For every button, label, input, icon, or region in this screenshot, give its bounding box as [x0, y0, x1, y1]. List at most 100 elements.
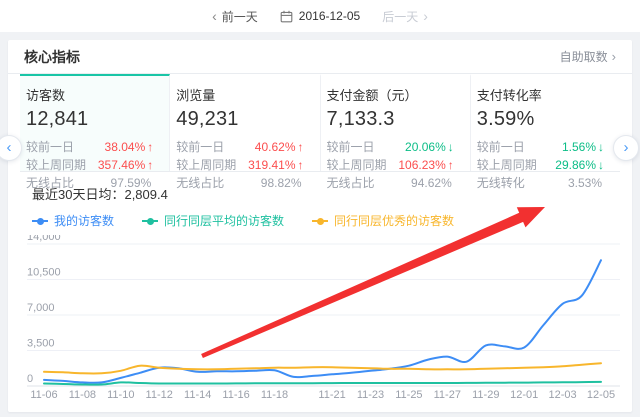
svg-text:0: 0 — [27, 373, 33, 385]
card-row: 较前一日 38.04% ↑ — [26, 138, 153, 156]
card-row-label: 较上周同期 — [176, 158, 237, 172]
card-row: 较前一日 20.06% ↓ — [327, 138, 454, 156]
svg-text:11-10: 11-10 — [107, 389, 134, 401]
metric-card-visitors[interactable]: 访客数 12,841 较前一日 38.04% ↑ 较上周同期 357.46% ↑ 无… — [20, 74, 171, 190]
svg-text:11-16: 11-16 — [222, 389, 249, 401]
carousel-next-button[interactable]: › — [613, 135, 639, 161]
card-title: 浏览量 — [176, 88, 216, 103]
card-row-label: 较前一日 — [176, 140, 225, 154]
card-row-value: 97.59% — [110, 176, 152, 190]
date-picker[interactable]: 2016-12-05 — [280, 9, 360, 23]
card-row: 无线占比 94.62% — [327, 174, 454, 192]
card-row: 无线转化 3.53% — [477, 174, 604, 192]
svg-text:3,500: 3,500 — [27, 338, 55, 350]
card-row-value: 1.56% — [561, 140, 596, 154]
card-row-label: 较前一日 — [326, 140, 375, 154]
metric-card-conversion-rate[interactable]: 支付转化率 3.59% 较前一日 1.56% ↓ 较上周同期 29.86% ↓ 无线… — [471, 74, 620, 190]
trend-chart: 0 3,500 7,000 10,500 14,000 11-06 11-08 11-10 11… — [8, 235, 632, 407]
card-value: 3.59% — [476, 108, 535, 130]
current-date: 2016-12-05 — [298, 9, 361, 23]
svg-text:11-21: 11-21 — [318, 389, 345, 401]
svg-text:11-08: 11-08 — [69, 389, 96, 401]
trend-arrow-icon: ↓ — [447, 140, 454, 154]
trend-arrow-icon: ↑ — [297, 140, 304, 154]
svg-text:11-23: 11-23 — [357, 389, 384, 401]
section-title: 核心指标 — [24, 48, 80, 65]
self-service-data-label: 自助取数 — [559, 50, 608, 64]
card-value: 12,841 — [26, 108, 89, 130]
legend-marker-icon — [32, 217, 48, 225]
trend-arrow-icon: ↑ — [297, 158, 304, 172]
next-day-button[interactable]: 后一天 › — [382, 8, 428, 25]
calendar-icon — [280, 10, 293, 22]
metric-card-payment-amount[interactable]: 支付金额（元） 7,133.3 较前一日 20.06% ↓ 较上周同期 106.2… — [321, 74, 471, 190]
chevron-right-icon: › — [611, 49, 616, 64]
card-row: 较上周同期 357.46% ↑ — [26, 156, 153, 174]
prev-day-label: 前一天 — [221, 9, 258, 24]
card-row-value: 38.04% — [104, 140, 146, 154]
card-row-label: 较前一日 — [26, 140, 75, 154]
svg-text:11-29: 11-29 — [472, 389, 499, 401]
card-row: 较上周同期 106.23% ↑ — [327, 156, 454, 174]
card-row: 较上周同期 319.41% ↑ — [176, 156, 303, 174]
card-title: 支付转化率 — [476, 88, 542, 103]
card-row-label: 无线占比 — [26, 176, 75, 190]
svg-text:7,000: 7,000 — [27, 302, 55, 314]
core-metrics-panel: 核心指标 自助取数 › 访客数 12,841 较前一日 38.04% ↑ 较上周同… — [8, 40, 632, 412]
svg-text:12-05: 12-05 — [587, 389, 615, 401]
legend-item-2[interactable]: 同行同层优秀的访客数 — [312, 215, 454, 227]
card-row-label: 较上周同期 — [26, 158, 87, 172]
legend-item-1[interactable]: 同行同层平均的访客数 — [142, 215, 284, 227]
svg-text:12-01: 12-01 — [510, 389, 538, 401]
legend-label: 我的访客数 — [54, 214, 115, 228]
legend-label: 同行同层优秀的访客数 — [334, 214, 455, 228]
svg-text:11-27: 11-27 — [434, 389, 461, 401]
card-row-value: 29.86% — [555, 158, 596, 172]
legend-marker-icon — [312, 217, 329, 225]
card-row-label: 较前一日 — [476, 140, 525, 154]
trend-arrow-icon: ↑ — [147, 158, 154, 172]
chart-title: 最近30天日均：2,809.4 — [32, 187, 168, 202]
chevron-left-icon: ‹ — [212, 8, 217, 24]
svg-text:11-25: 11-25 — [395, 389, 422, 401]
card-row-label: 无线占比 — [326, 176, 375, 190]
card-value: 49,231 — [176, 108, 239, 130]
card-row-label: 较上周同期 — [476, 158, 537, 172]
metric-card-pageviews[interactable]: 浏览量 49,231 较前一日 40.62% ↑ 较上周同期 319.41% ↑ 无… — [170, 74, 321, 190]
chart-legend: 我的访客数 同行同层平均的访客数 同行同层优秀的访客数 — [32, 213, 612, 229]
card-row-label: 无线转化 — [476, 176, 525, 190]
legend-item-0[interactable]: 我的访客数 — [32, 215, 114, 227]
card-title: 访客数 — [26, 88, 66, 103]
svg-text:11-14: 11-14 — [184, 389, 211, 401]
trend-arrow-icon: ↑ — [447, 158, 454, 172]
trend-arrow-icon: ↑ — [147, 140, 154, 154]
prev-day-button[interactable]: ‹ 前一天 — [212, 8, 258, 25]
card-row-value: 94.62% — [411, 176, 452, 190]
card-row-value: 3.53% — [567, 176, 602, 190]
trend-arrow-icon: ↓ — [598, 158, 604, 172]
chevron-right-icon: › — [423, 8, 428, 24]
card-row-label: 较上周同期 — [326, 158, 387, 172]
next-day-label: 后一天 — [382, 9, 419, 24]
card-row-value: 40.62% — [254, 140, 296, 154]
trend-arrow-icon: ↓ — [598, 140, 604, 154]
card-row-value: 98.82% — [260, 176, 302, 190]
self-service-data-link[interactable]: 自助取数 › — [560, 48, 616, 65]
line-chart-canvas[interactable]: 0 3,500 7,000 10,500 14,000 11-06 11-08 11-10 11… — [8, 235, 632, 407]
card-row-label: 无线占比 — [176, 176, 225, 190]
card-row: 无线占比 98.82% — [176, 174, 303, 192]
svg-text:12-03: 12-03 — [549, 389, 577, 401]
card-row-value: 319.41% — [248, 158, 296, 172]
card-row: 较上周同期 29.86% ↓ — [477, 156, 604, 174]
svg-text:14,000: 14,000 — [27, 235, 61, 243]
svg-text:11-12: 11-12 — [146, 389, 173, 401]
svg-text:11-18: 11-18 — [261, 389, 288, 401]
metric-cards-row: 访客数 12,841 较前一日 38.04% ↑ 较上周同期 357.46% ↑ 无… — [20, 74, 620, 190]
card-row: 较前一日 40.62% ↑ — [176, 138, 303, 156]
card-row-value: 357.46% — [97, 158, 146, 172]
card-row: 无线占比 97.59% — [26, 174, 153, 192]
carousel-prev-button[interactable]: ‹ — [0, 135, 22, 161]
legend-marker-icon — [142, 217, 159, 225]
card-row-value: 20.06% — [405, 140, 446, 154]
svg-text:10,500: 10,500 — [27, 267, 61, 279]
